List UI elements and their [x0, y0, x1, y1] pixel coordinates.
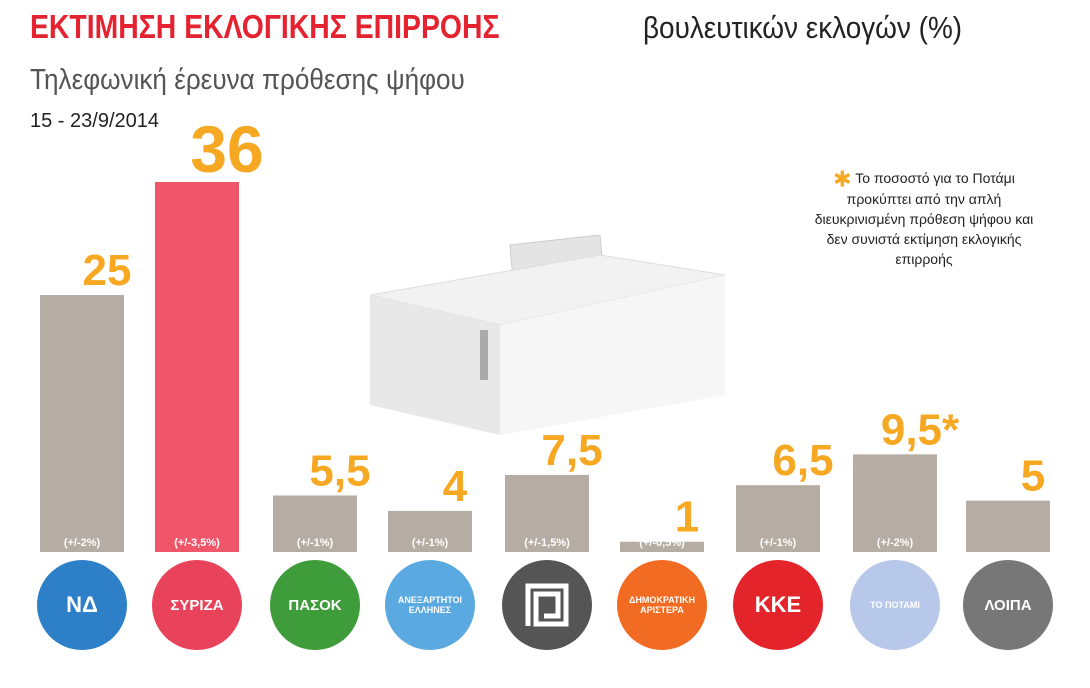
margin-label: (+/-3,5%): [174, 537, 220, 549]
bar: [505, 474, 589, 552]
bar: [273, 495, 357, 552]
margin-label: (+/-0,5%): [639, 537, 685, 549]
party-logo: ΠΑΣΟΚ: [270, 560, 360, 650]
party-logo: [502, 560, 592, 650]
value-label: 36: [190, 112, 263, 186]
margin-label: (+/-1%): [760, 537, 797, 549]
subtitle: Τηλεφωνική έρευνα πρόθεσης ψήφου: [30, 64, 465, 96]
bar: [966, 500, 1050, 552]
ballot-box-image: [370, 235, 725, 435]
bar: [620, 541, 704, 552]
note-text: Το ποσοστό για το Ποτάμι προκύπτει από τ…: [814, 170, 1034, 268]
bar: [853, 454, 937, 552]
party-logo: ΣΥΡΙΖΑ: [152, 560, 242, 650]
meander-icon: [525, 583, 569, 627]
value-label: 9,5*: [881, 405, 960, 454]
value-label: 25: [83, 246, 132, 295]
date: 15 - 23/9/2014: [30, 110, 159, 132]
title-bold: ΕΚΤΙΜΗΣΗ ΕΚΛΟΓΙΚΗΣ ΕΠΙΡΡΟΗΣ: [30, 8, 500, 45]
party-logo: ΑΝΕΞΑΡΤΗΤΟΙ ΕΛΛΗΝΕΣ: [385, 560, 475, 650]
bar: [388, 510, 472, 552]
party-logo: ΝΔ: [37, 560, 127, 650]
party-logo: ΤΟ ΠΟΤΑΜΙ: [850, 560, 940, 650]
party-logo: ΚΚΕ: [733, 560, 823, 650]
value-label: 5: [1021, 452, 1045, 501]
potami-note: ✱ Το ποσοστό για το Ποτάμι προκύπτει από…: [804, 168, 1044, 269]
asterisk-icon: ✱: [833, 166, 852, 192]
party-logo: ΛΟΙΠΑ: [963, 560, 1053, 650]
bar: [40, 295, 124, 552]
margin-label: (+/-1,5%): [524, 537, 570, 549]
title-rest: βουλευτικών εκλογών (%): [643, 10, 963, 45]
party-logo: ΔΗΜΟΚΡΑΤΙΚΗ ΑΡΙΣΤΕΡΑ: [617, 560, 707, 650]
margin-label: (+/-2%): [877, 537, 914, 549]
bar: [736, 485, 820, 552]
margin-label: (+/-1%): [412, 537, 449, 549]
value-label: 1: [675, 493, 699, 542]
margin-label: (+/-2%): [64, 537, 101, 549]
bar: [155, 182, 239, 552]
value-label: 5,5: [309, 446, 370, 495]
margin-label: (+/-1%): [297, 537, 334, 549]
value-label: 4: [443, 462, 468, 511]
value-label: 6,5: [772, 436, 833, 485]
value-label: 7,5: [541, 426, 602, 475]
